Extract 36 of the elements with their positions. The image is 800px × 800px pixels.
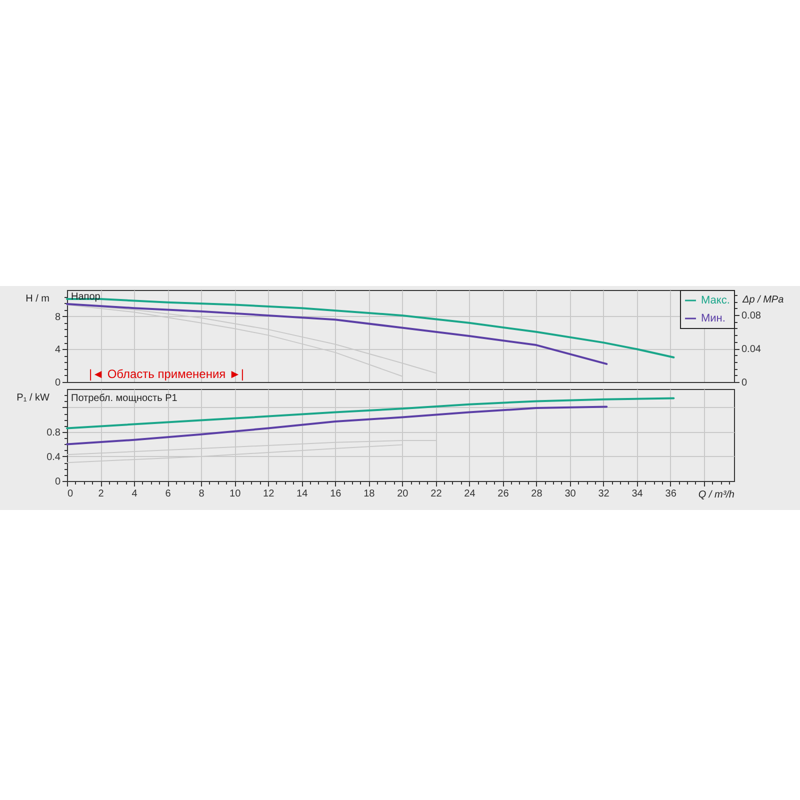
- chart-title: Потребл. мощность P1: [71, 393, 178, 404]
- y-tick-label: 0.8: [46, 427, 61, 438]
- annotation: |◄ Область применения ►|: [89, 367, 244, 381]
- x-tick-label: 0: [68, 488, 74, 500]
- x-axis-title: Q / m³/h: [698, 490, 735, 500]
- x-tick-label: 36: [665, 488, 677, 500]
- y-tick-label: 0: [54, 378, 61, 388]
- y2-axis-title: Δp / MPa: [742, 294, 784, 306]
- legend-label: Мин.: [701, 312, 726, 324]
- x-tick-label: 34: [632, 488, 644, 500]
- x-tick-label: 8: [198, 488, 205, 500]
- x-tick-label: 26: [498, 488, 510, 500]
- x-tick-label: 20: [397, 488, 409, 500]
- x-tick-label: 28: [531, 488, 543, 500]
- y-axis-title: H / m: [26, 294, 50, 304]
- x-tick-label: 16: [330, 488, 342, 500]
- x-tick-label: 18: [364, 488, 376, 500]
- x-tick-label: 6: [165, 488, 172, 500]
- y-axis-title: P₁ / kW: [16, 392, 50, 404]
- y-tick-label: 4: [54, 344, 61, 356]
- x-tick-label: 4: [132, 488, 138, 500]
- y-tick-label: 0.4: [46, 452, 61, 463]
- x-tick-label: 22: [430, 488, 442, 500]
- x-tick-label: 30: [564, 488, 576, 500]
- y2-tick-label: 0.08: [742, 310, 762, 322]
- y-tick-label: 0: [54, 476, 61, 488]
- x-tick-label: 10: [230, 488, 242, 500]
- y2-tick-label: 0.04: [742, 344, 762, 356]
- x-tick-label: 24: [464, 488, 476, 500]
- x-tick-label: 2: [98, 488, 104, 500]
- legend-label: Макс.: [701, 294, 730, 306]
- x-tick-label: 32: [598, 488, 610, 500]
- x-tick-label: 12: [263, 488, 275, 500]
- x-tick-label: 14: [296, 488, 308, 500]
- y2-tick-label: 0: [742, 378, 748, 388]
- y-tick-label: 8: [54, 312, 61, 323]
